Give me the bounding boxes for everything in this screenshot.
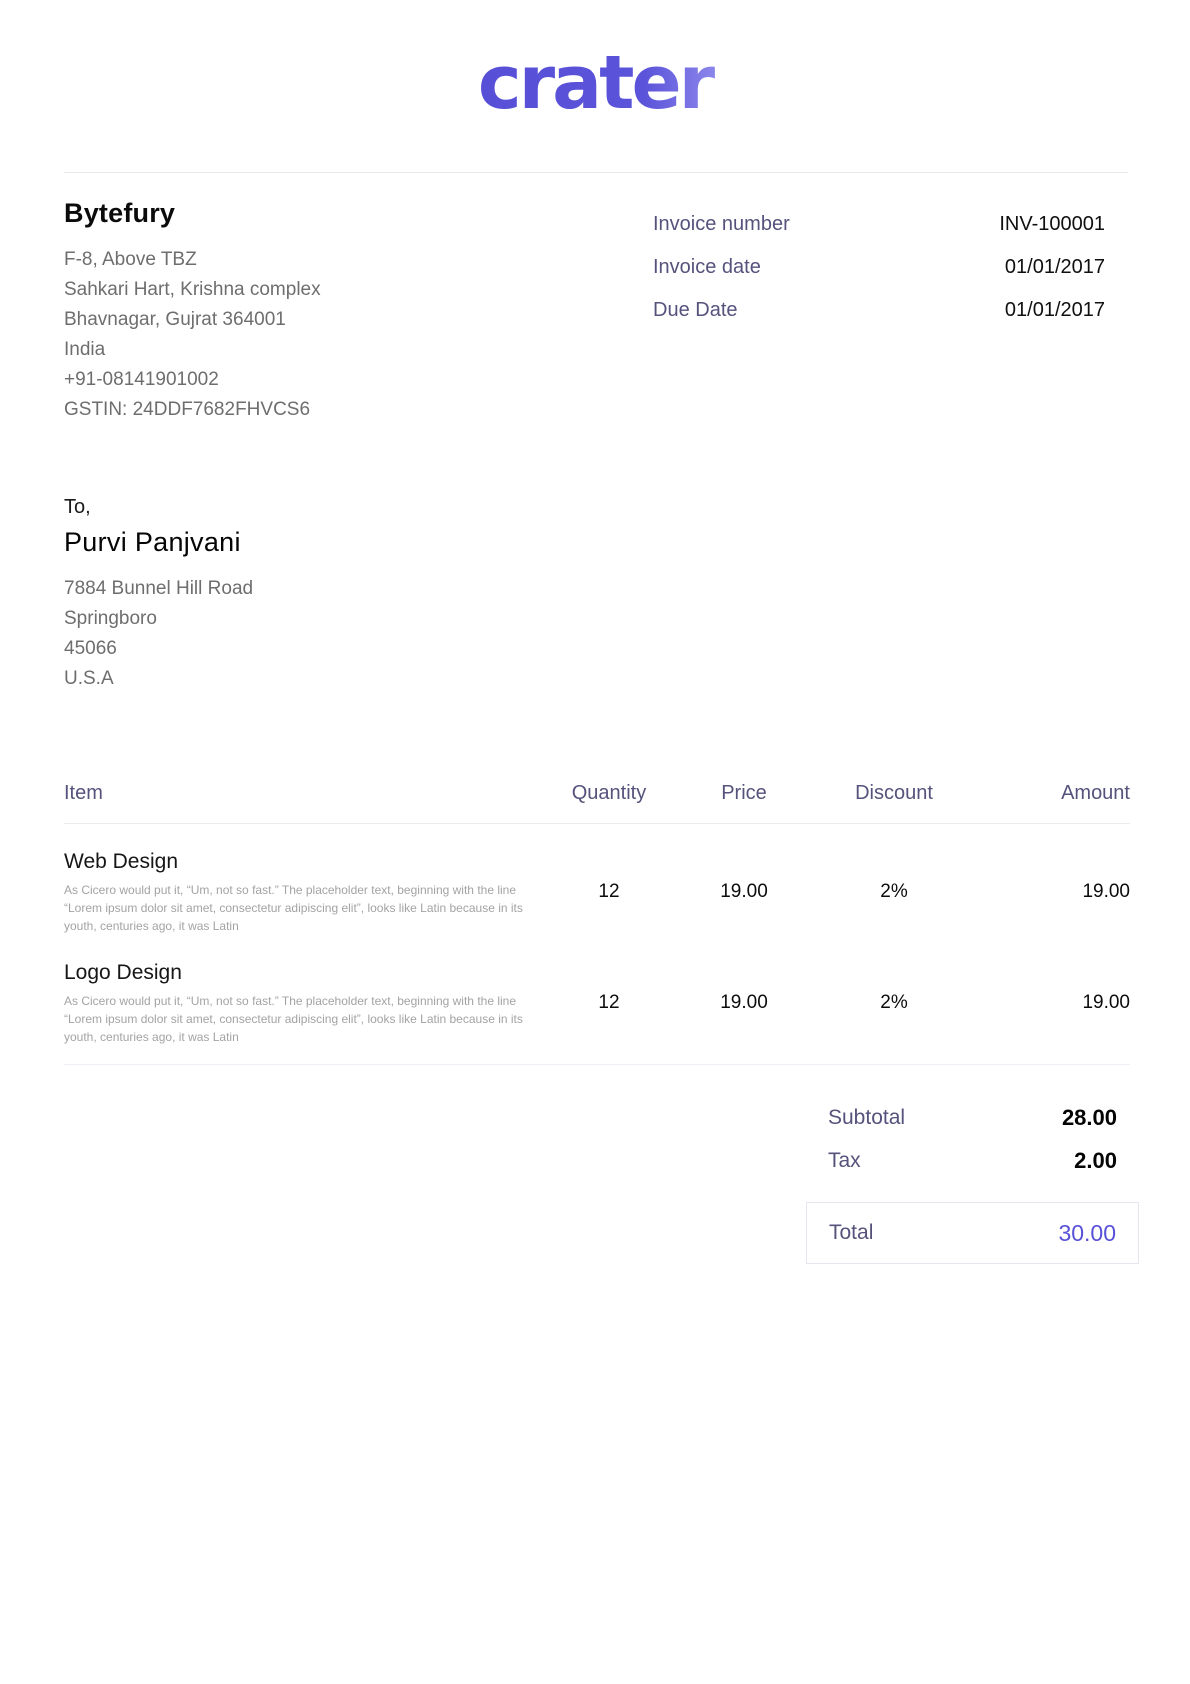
item-cell: Web Design As Cicero would put it, “Um, … [64, 850, 544, 935]
customer-address-line: U.S.A [64, 668, 114, 689]
subtotal-label: Subtotal [828, 1105, 906, 1129]
items-bottom-divider [64, 1064, 1130, 1065]
company-address-line: Bhavnagar, Gujrat 364001 [64, 309, 286, 330]
item-discount: 2% [880, 992, 908, 1013]
invoice-date-label: Invoice date [653, 256, 761, 278]
brand-logo: crater [0, 36, 1190, 137]
customer-salutation: To, [64, 496, 91, 518]
due-date-label: Due Date [653, 299, 738, 321]
items-table-header: Item Quantity Price Discount Amount [64, 782, 1130, 824]
tax-value: 2.00 [1074, 1147, 1117, 1173]
company-phone: +91-08141901002 [64, 369, 219, 390]
invoice-meta: Invoice number INV-100001 Invoice date 0… [653, 203, 1105, 332]
header-price: Price [721, 782, 767, 804]
header-quantity: Quantity [571, 782, 647, 804]
total-label: Total [829, 1221, 874, 1244]
customer-name: Purvi Panjvani [64, 527, 241, 557]
table-row: Web Design As Cicero would put it, “Um, … [64, 824, 1130, 935]
item-price: 19.00 [720, 881, 768, 902]
customer-block: To, Purvi Panjvani 7884 Bunnel Hill Road… [64, 496, 544, 694]
items-table: Item Quantity Price Discount Amount Web … [64, 782, 1130, 1065]
totals-block: Subtotal 28.00 Tax 2.00 Total 30.00 [806, 1096, 1139, 1264]
table-row: Logo Design As Cicero would put it, “Um,… [64, 935, 1130, 1046]
tax-label: Tax [828, 1148, 861, 1172]
item-amount: 19.00 [1082, 881, 1130, 902]
company-address-line: India [64, 339, 106, 360]
header-amount: Amount [1061, 782, 1130, 804]
customer-address-line: Springboro [64, 608, 157, 629]
item-description: As Cicero would put it, “Um, not so fast… [64, 883, 523, 933]
header-divider [64, 172, 1128, 173]
customer-address-line: 7884 Bunnel Hill Road [64, 578, 254, 599]
item-description: As Cicero would put it, “Um, not so fast… [64, 994, 523, 1044]
invoice-number-row: Invoice number INV-100001 [653, 203, 1105, 246]
item-price: 19.00 [720, 992, 768, 1013]
due-date-value: 01/01/2017 [1004, 299, 1105, 321]
company-address-line: F-8, Above TBZ [64, 249, 197, 270]
customer-address: 7884 Bunnel Hill Road Springboro 45066 U… [64, 574, 544, 694]
total-value: 30.00 [1058, 1219, 1116, 1246]
item-amount: 19.00 [1082, 992, 1130, 1013]
item-quantity: 12 [598, 881, 620, 902]
company-block: Bytefury F-8, Above TBZ Sahkari Hart, Kr… [64, 198, 544, 425]
company-address: F-8, Above TBZ Sahkari Hart, Krishna com… [64, 245, 544, 425]
customer-address-line: 45066 [64, 638, 117, 659]
due-date-row: Due Date 01/01/2017 [653, 289, 1105, 332]
company-name: Bytefury [64, 198, 176, 228]
total-box: Total 30.00 [806, 1202, 1139, 1264]
logo-text: crater [478, 40, 716, 126]
item-cell: Logo Design As Cicero would put it, “Um,… [64, 961, 544, 1046]
invoice-date-value: 01/01/2017 [1004, 256, 1105, 278]
subtotal-value: 28.00 [1061, 1104, 1117, 1130]
header-item: Item [64, 782, 103, 804]
item-discount: 2% [880, 881, 908, 902]
invoice-number-value: INV-100001 [999, 213, 1105, 235]
item-name: Logo Design [64, 961, 182, 984]
company-address-line: Sahkari Hart, Krishna complex [64, 279, 321, 300]
subtotal-row: Subtotal 28.00 [806, 1096, 1139, 1139]
header-discount: Discount [855, 782, 933, 804]
invoice-number-label: Invoice number [653, 213, 790, 235]
invoice-date-row: Invoice date 01/01/2017 [653, 246, 1105, 289]
crater-logo-icon: crater [478, 40, 719, 126]
company-gstin: GSTIN: 24DDF7682FHVCS6 [64, 399, 311, 420]
item-quantity: 12 [598, 992, 620, 1013]
item-name: Web Design [64, 850, 179, 873]
tax-row: Tax 2.00 [806, 1139, 1139, 1182]
